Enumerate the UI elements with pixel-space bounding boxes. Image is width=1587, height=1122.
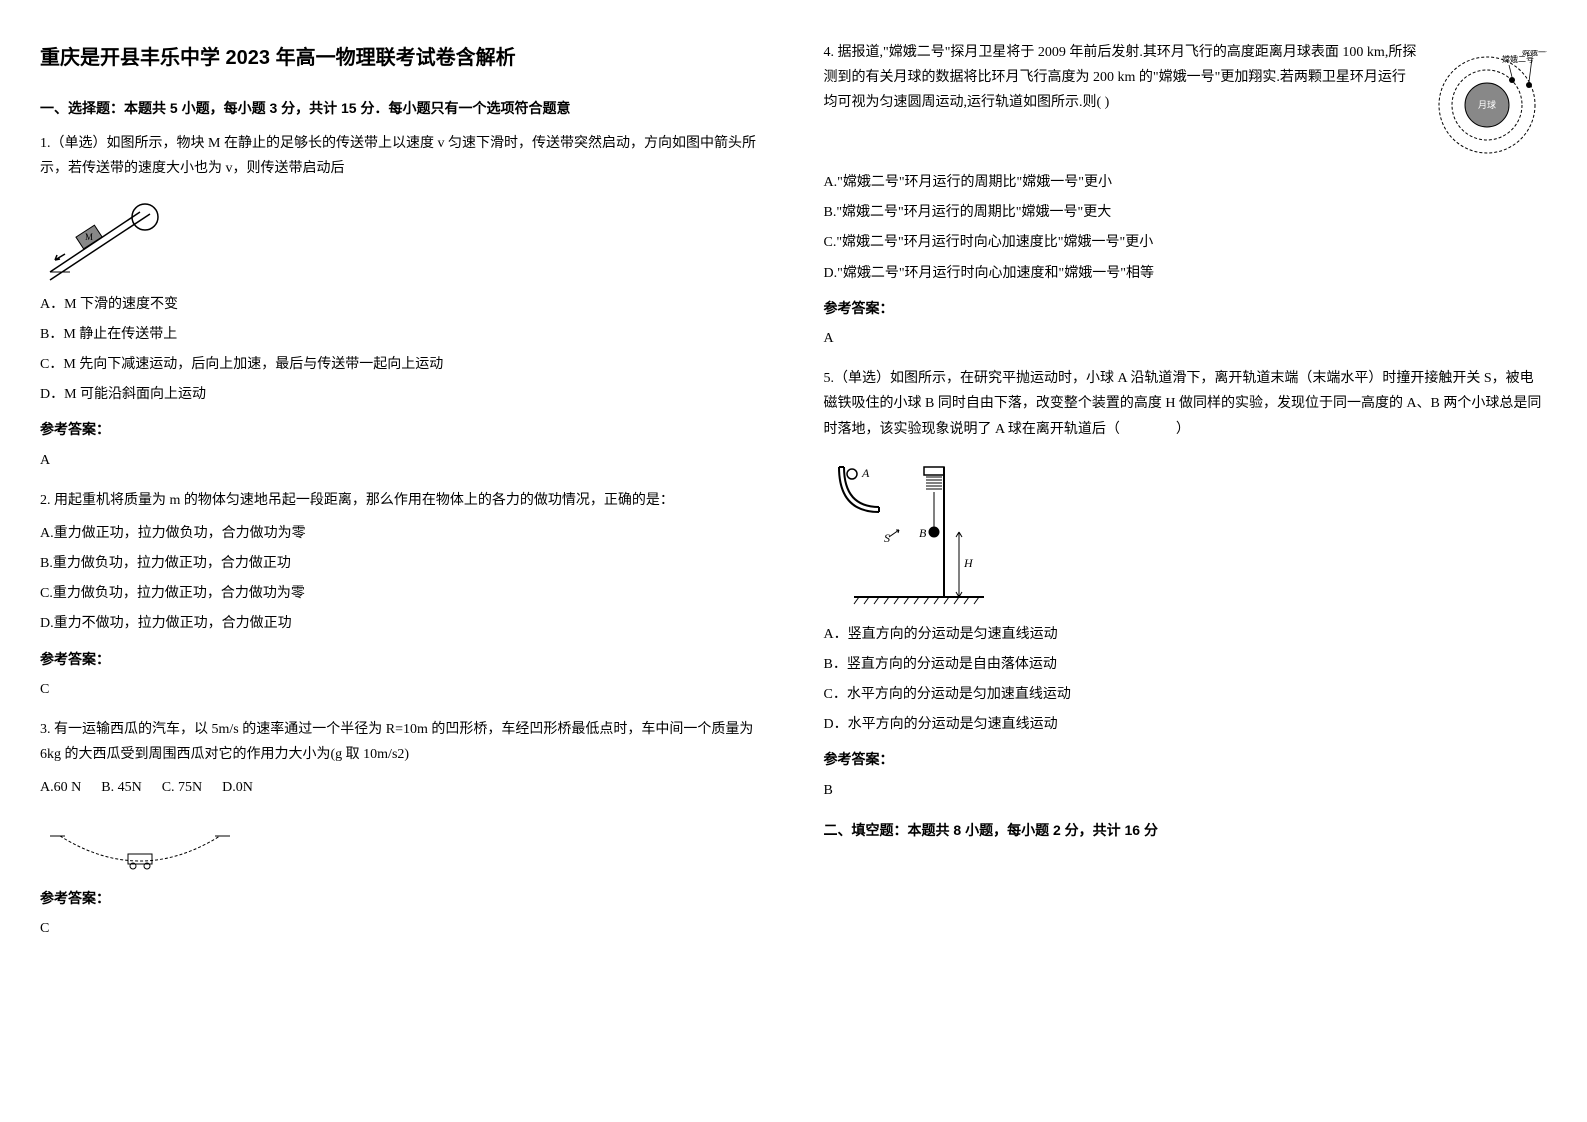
question-1: 1.（单选）如图所示，物块 M 在静止的足够长的传送带上以速度 v 匀速下滑时，… bbox=[40, 131, 764, 473]
svg-text:B: B bbox=[919, 526, 927, 540]
q4-answer-label: 参考答案： bbox=[824, 296, 1548, 321]
orbit1-label: 嫦娥一号 bbox=[1522, 50, 1547, 57]
section-1-header: 一、选择题：本题共 5 小题，每小题 3 分，共计 15 分．每小题只有一个选项… bbox=[40, 96, 764, 121]
q3-text: 3. 有一运输西瓜的汽车，以 5m/s 的速率通过一个半径为 R=10m 的凹形… bbox=[40, 717, 764, 767]
q5-option-d: D．水平方向的分运动是匀速直线运动 bbox=[824, 712, 1548, 737]
question-2: 2. 用起重机将质量为 m 的物体匀速地吊起一段距离，那么作用在物体上的各力的做… bbox=[40, 488, 764, 702]
q3-options: A.60 N B. 45N C. 75N D.0N bbox=[40, 775, 764, 805]
q4-text: 4. 据报道,"嫦娥二号"探月卫星将于 2009 年前后发射.其环月飞行的高度距… bbox=[824, 40, 1418, 116]
q5-figure: A B S bbox=[824, 452, 1548, 612]
q5-option-c: C．水平方向的分运动是匀加速直线运动 bbox=[824, 682, 1548, 707]
svg-text:M: M bbox=[85, 232, 93, 242]
page-container: 重庆是开县丰乐中学 2023 年高一物理联考试卷含解析 一、选择题：本题共 5 … bbox=[40, 40, 1547, 956]
q2-option-b: B.重力做负功，拉力做正功，合力做正功 bbox=[40, 551, 764, 576]
moon-label: 月球 bbox=[1478, 99, 1496, 110]
q3-option-b: B. 45N bbox=[101, 775, 141, 800]
q2-answer: C bbox=[40, 677, 764, 702]
q1-option-a: A．M 下滑的速度不变 bbox=[40, 292, 764, 317]
page-title: 重庆是开县丰乐中学 2023 年高一物理联考试卷含解析 bbox=[40, 40, 764, 76]
q2-option-a: A.重力做正功，拉力做负功，合力做功为零 bbox=[40, 521, 764, 546]
q1-option-b: B．M 静止在传送带上 bbox=[40, 322, 764, 347]
q1-option-d: D．M 可能沿斜面向上运动 bbox=[40, 382, 764, 407]
q3-option-c: C. 75N bbox=[162, 775, 202, 800]
q5-option-b: B．竖直方向的分运动是自由落体运动 bbox=[824, 652, 1548, 677]
left-column: 重庆是开县丰乐中学 2023 年高一物理联考试卷含解析 一、选择题：本题共 5 … bbox=[40, 40, 764, 956]
q4-option-d: D."嫦娥二号"环月运行时向心加速度和"嫦娥一号"相等 bbox=[824, 261, 1548, 286]
q3-answer: C bbox=[40, 916, 764, 941]
section-2-header: 二、填空题：本题共 8 小题，每小题 2 分，共计 16 分 bbox=[824, 818, 1548, 843]
q4-option-a: A."嫦娥二号"环月运行的周期比"嫦娥一号"更小 bbox=[824, 170, 1548, 195]
q1-answer-label: 参考答案： bbox=[40, 417, 764, 442]
q5-answer: B bbox=[824, 778, 1548, 803]
q3-option-d: D.0N bbox=[222, 775, 253, 800]
q4-answer: A bbox=[824, 326, 1548, 351]
q5-answer-label: 参考答案： bbox=[824, 747, 1548, 772]
q5-text: 5.（单选）如图所示，在研究平抛运动时，小球 A 沿轨道滑下，离开轨道末端（末端… bbox=[824, 366, 1548, 442]
q3-answer-label: 参考答案： bbox=[40, 886, 764, 911]
q3-option-a: A.60 N bbox=[40, 775, 81, 800]
q1-answer: A bbox=[40, 448, 764, 473]
svg-text:A: A bbox=[861, 466, 870, 480]
q2-answer-label: 参考答案： bbox=[40, 647, 764, 672]
q2-option-c: C.重力做负功，拉力做正功，合力做功为零 bbox=[40, 581, 764, 606]
question-4: 4. 据报道,"嫦娥二号"探月卫星将于 2009 年前后发射.其环月飞行的高度距… bbox=[824, 40, 1548, 351]
q5-option-a: A．竖直方向的分运动是匀速直线运动 bbox=[824, 622, 1548, 647]
svg-text:S: S bbox=[884, 531, 890, 545]
q1-text: 1.（单选）如图所示，物块 M 在静止的足够长的传送带上以速度 v 匀速下滑时，… bbox=[40, 131, 764, 181]
q2-text: 2. 用起重机将质量为 m 的物体匀速地吊起一段距离，那么作用在物体上的各力的做… bbox=[40, 488, 764, 513]
q1-option-c: C．M 先向下减速运动，后向上加速，最后与传送带一起向上运动 bbox=[40, 352, 764, 377]
question-3: 3. 有一运输西瓜的汽车，以 5m/s 的速率通过一个半径为 R=10m 的凹形… bbox=[40, 717, 764, 941]
q1-figure: M bbox=[40, 192, 764, 282]
q4-figure: 月球 嫦娥二号 嫦娥一号 bbox=[1427, 50, 1547, 160]
q2-option-d: D.重力不做功，拉力做正功，合力做正功 bbox=[40, 611, 764, 636]
question-5: 5.（单选）如图所示，在研究平抛运动时，小球 A 沿轨道滑下，离开轨道末端（末端… bbox=[824, 366, 1548, 803]
q4-option-c: C."嫦娥二号"环月运行时向心加速度比"嫦娥一号"更小 bbox=[824, 230, 1548, 255]
right-column: 4. 据报道,"嫦娥二号"探月卫星将于 2009 年前后发射.其环月飞行的高度距… bbox=[824, 40, 1548, 956]
svg-text:H: H bbox=[963, 556, 974, 570]
q3-figure bbox=[40, 816, 764, 876]
q4-option-b: B."嫦娥二号"环月运行的周期比"嫦娥一号"更大 bbox=[824, 200, 1548, 225]
